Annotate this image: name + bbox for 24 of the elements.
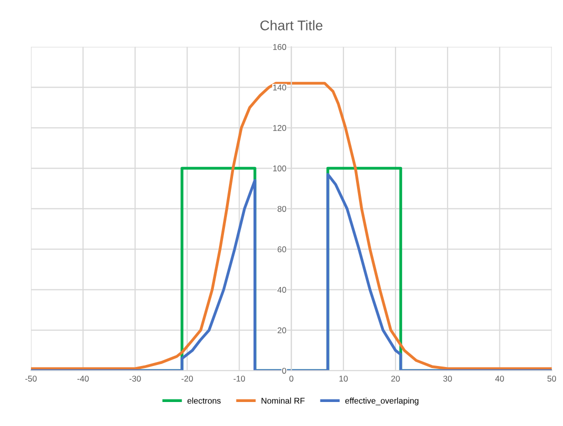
x-tick-label: 0 [289, 376, 294, 382]
y-tick-label: 40 [277, 286, 286, 293]
legend-label: electrons [187, 398, 221, 404]
y-tick-label: 160 [273, 44, 286, 50]
legend-label: Nominal RF [262, 398, 305, 404]
x-tick-label: -50 [25, 376, 37, 382]
x-tick-label: -10 [234, 376, 245, 382]
x-tick-label: 40 [495, 376, 504, 382]
x-tick-label: 50 [547, 376, 556, 382]
legend-label: effective_overlaping [345, 398, 418, 406]
y-tick-label: 80 [278, 206, 286, 212]
x-tick-label: 20 [391, 376, 400, 382]
x-tick-label: -40 [77, 376, 89, 382]
chart-title: Chart Title [260, 20, 322, 30]
y-tick-label: 0 [282, 368, 286, 374]
y-tick-label: 140 [273, 84, 286, 90]
x-tick-label: 10 [339, 376, 348, 382]
y-tick-label: 60 [278, 246, 286, 252]
y-tick-label: 120 [273, 125, 286, 131]
x-tick-label: -30 [129, 376, 141, 382]
y-tick-label: 20 [278, 327, 286, 334]
x-tick-label: -20 [182, 376, 193, 382]
y-tick-label: 100 [273, 165, 286, 172]
x-tick-label: 30 [443, 376, 452, 382]
